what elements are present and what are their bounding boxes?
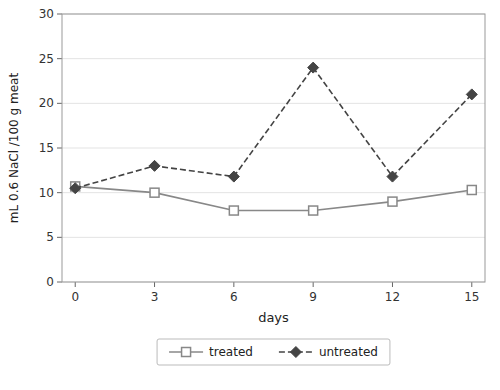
series (70, 62, 478, 194)
grid-line (62, 237, 485, 238)
y-tick (57, 237, 62, 238)
x-tick-label: 3 (151, 290, 159, 304)
point (309, 206, 318, 215)
y-tick-label: 30 (39, 7, 54, 21)
x-tick-label: 6 (230, 290, 238, 304)
x-tick (313, 282, 314, 287)
legend-box (157, 339, 390, 365)
y-tick (57, 148, 62, 149)
grid-line (62, 148, 485, 149)
y-tick-label: 5 (46, 230, 54, 244)
y-tick-label: 15 (39, 141, 54, 155)
x-axis-label: days (258, 310, 289, 325)
grid-line (62, 192, 485, 193)
series-line (75, 68, 472, 189)
x-axis: 0 3 6 9 12 15 (71, 282, 479, 304)
y-axis-label: mL 0.6 NaCl /100 g meat (7, 73, 21, 224)
legend-marker (290, 347, 301, 358)
y-tick (57, 58, 62, 59)
y-tick-label: 10 (39, 186, 54, 200)
x-tick-label: 15 (464, 290, 479, 304)
legend-label: untreated (319, 345, 378, 359)
x-tick (75, 282, 76, 287)
y-tick-label: 25 (39, 52, 54, 66)
plot-area (62, 14, 485, 282)
point (229, 206, 238, 215)
data-group (70, 62, 478, 215)
legend-marker (182, 348, 191, 357)
x-tick-label: 12 (385, 290, 400, 304)
x-tick (233, 282, 234, 287)
point (150, 188, 159, 197)
plot-frame (62, 14, 485, 282)
chart: 0 5 10 15 20 25 30 0 3 6 9 12 15 days mL 0.6 NaCl /100… (0, 0, 500, 390)
series (71, 182, 477, 215)
grid-line (62, 103, 485, 104)
x-tick (154, 282, 155, 287)
point (467, 185, 476, 194)
legend-item: treated (169, 345, 253, 359)
point (149, 160, 160, 171)
point (228, 171, 239, 182)
x-tick (392, 282, 393, 287)
background (0, 0, 500, 390)
y-tick (57, 282, 62, 283)
point (308, 62, 319, 73)
legend-item: untreated (279, 345, 378, 359)
legend: treated untreated (157, 339, 390, 365)
point (70, 183, 81, 194)
point (388, 197, 397, 206)
series-line (75, 186, 472, 210)
point (387, 171, 398, 182)
grid-line (62, 58, 485, 59)
x-tick-label: 9 (309, 290, 317, 304)
y-tick-label: 0 (46, 275, 54, 289)
y-tick-label: 20 (39, 96, 54, 110)
point (466, 89, 477, 100)
y-tick (57, 103, 62, 104)
y-tick (57, 14, 62, 15)
x-tick-label: 0 (71, 290, 79, 304)
y-axis: 0 5 10 15 20 25 30 (39, 7, 485, 289)
legend-label: treated (209, 345, 253, 359)
y-tick (57, 192, 62, 193)
x-tick (471, 282, 472, 287)
